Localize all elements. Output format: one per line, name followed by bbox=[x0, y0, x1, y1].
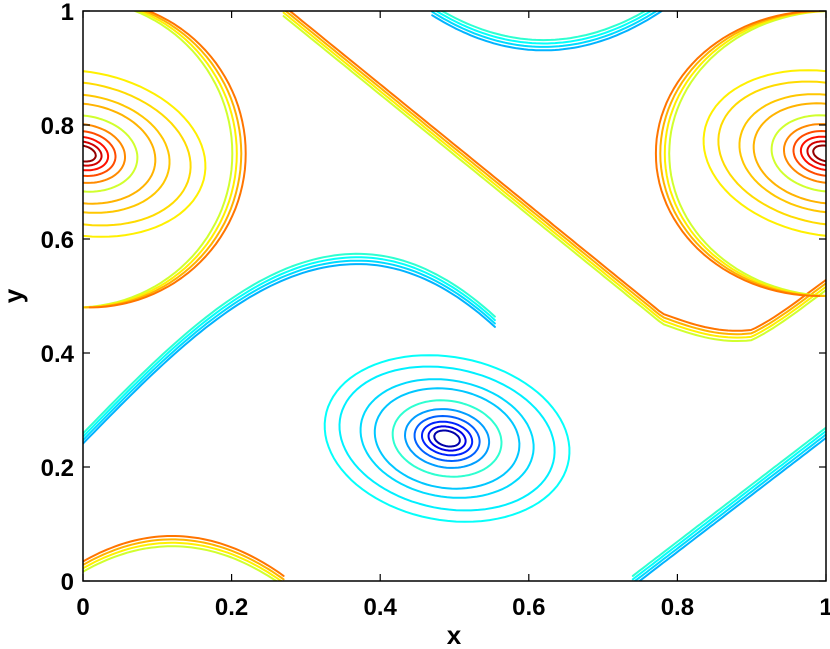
contour-line bbox=[83, 11, 234, 309]
contour-line bbox=[421, 420, 474, 457]
contour-line bbox=[654, 11, 821, 297]
contour-line bbox=[359, 378, 535, 499]
contour-line bbox=[323, 354, 571, 523]
y-tick-label: 0.4 bbox=[41, 341, 75, 368]
contour-line bbox=[84, 11, 243, 309]
contour-line bbox=[83, 140, 103, 167]
axes-frame bbox=[82, 10, 827, 582]
x-tick-label: 0.4 bbox=[364, 594, 398, 621]
contour-line bbox=[83, 541, 283, 581]
contour-line bbox=[631, 426, 826, 577]
contour-line bbox=[440, 11, 648, 42]
contour-line bbox=[88, 11, 247, 309]
contour-line bbox=[752, 102, 826, 205]
contour-line bbox=[83, 81, 192, 227]
contour-line bbox=[373, 387, 521, 490]
contour-line bbox=[83, 144, 97, 163]
contour-line bbox=[83, 114, 139, 193]
contour-line bbox=[717, 80, 826, 226]
x-tick-label: 1 bbox=[819, 594, 830, 621]
x-axis-label: x bbox=[447, 620, 462, 649]
x-tick-label: 0.2 bbox=[215, 594, 248, 621]
contour-line bbox=[83, 11, 238, 309]
y-tick-label: 0 bbox=[61, 569, 74, 596]
contour-line bbox=[631, 429, 826, 581]
contour-line bbox=[83, 256, 496, 438]
contour-line bbox=[431, 11, 664, 52]
contour-line bbox=[83, 252, 496, 435]
contour-line bbox=[433, 429, 461, 448]
contour-line bbox=[83, 538, 285, 581]
y-tick-label: 0.2 bbox=[41, 455, 74, 482]
contour-line bbox=[83, 259, 496, 442]
contour-line bbox=[288, 11, 826, 332]
contour-lines bbox=[83, 11, 826, 581]
contour-line bbox=[659, 11, 825, 297]
contour-line bbox=[282, 15, 826, 342]
x-tick-label: 0.6 bbox=[512, 594, 545, 621]
y-tick-label: 0.8 bbox=[41, 113, 74, 140]
contour-line bbox=[391, 399, 503, 478]
contour-line bbox=[427, 425, 467, 452]
contour-line bbox=[792, 130, 826, 177]
contour-line bbox=[663, 11, 826, 297]
contour-line bbox=[413, 415, 481, 462]
contour-line bbox=[702, 69, 826, 237]
contour-line bbox=[83, 93, 171, 214]
contour-line bbox=[812, 144, 826, 163]
contour-line bbox=[83, 535, 285, 577]
y-axis-ticks: 0 0.2 0.4 0.6 0.8 1 bbox=[41, 0, 826, 596]
x-axis-ticks: 0 0.2 0.4 0.6 0.8 1 bbox=[76, 11, 830, 621]
contour-line bbox=[83, 130, 117, 177]
y-tick-label: 0.6 bbox=[41, 227, 74, 254]
contour-line bbox=[633, 433, 826, 581]
x-tick-label: 0.8 bbox=[661, 594, 694, 621]
contour-line bbox=[783, 123, 826, 184]
contour-line bbox=[83, 70, 207, 238]
contour-line bbox=[83, 135, 110, 172]
contour-line bbox=[83, 102, 157, 205]
contour-line bbox=[799, 135, 826, 172]
contour-line bbox=[338, 365, 556, 512]
x-tick-label: 0 bbox=[76, 594, 89, 621]
contour-line bbox=[431, 11, 659, 48]
contour-line bbox=[668, 11, 826, 297]
contour-line bbox=[637, 436, 826, 581]
contour-line bbox=[282, 11, 826, 339]
contour-line bbox=[434, 11, 653, 45]
y-tick-label: 1 bbox=[61, 0, 74, 26]
plot-area bbox=[83, 11, 826, 581]
y-axis-label: y bbox=[0, 288, 28, 303]
contour-line bbox=[404, 408, 491, 469]
contour-line bbox=[83, 545, 278, 581]
contour-line bbox=[83, 263, 496, 445]
contour-line bbox=[284, 11, 826, 336]
contour-line bbox=[770, 114, 826, 193]
contour-line bbox=[738, 93, 826, 214]
contour-line bbox=[806, 140, 826, 167]
contour-line bbox=[83, 123, 126, 184]
